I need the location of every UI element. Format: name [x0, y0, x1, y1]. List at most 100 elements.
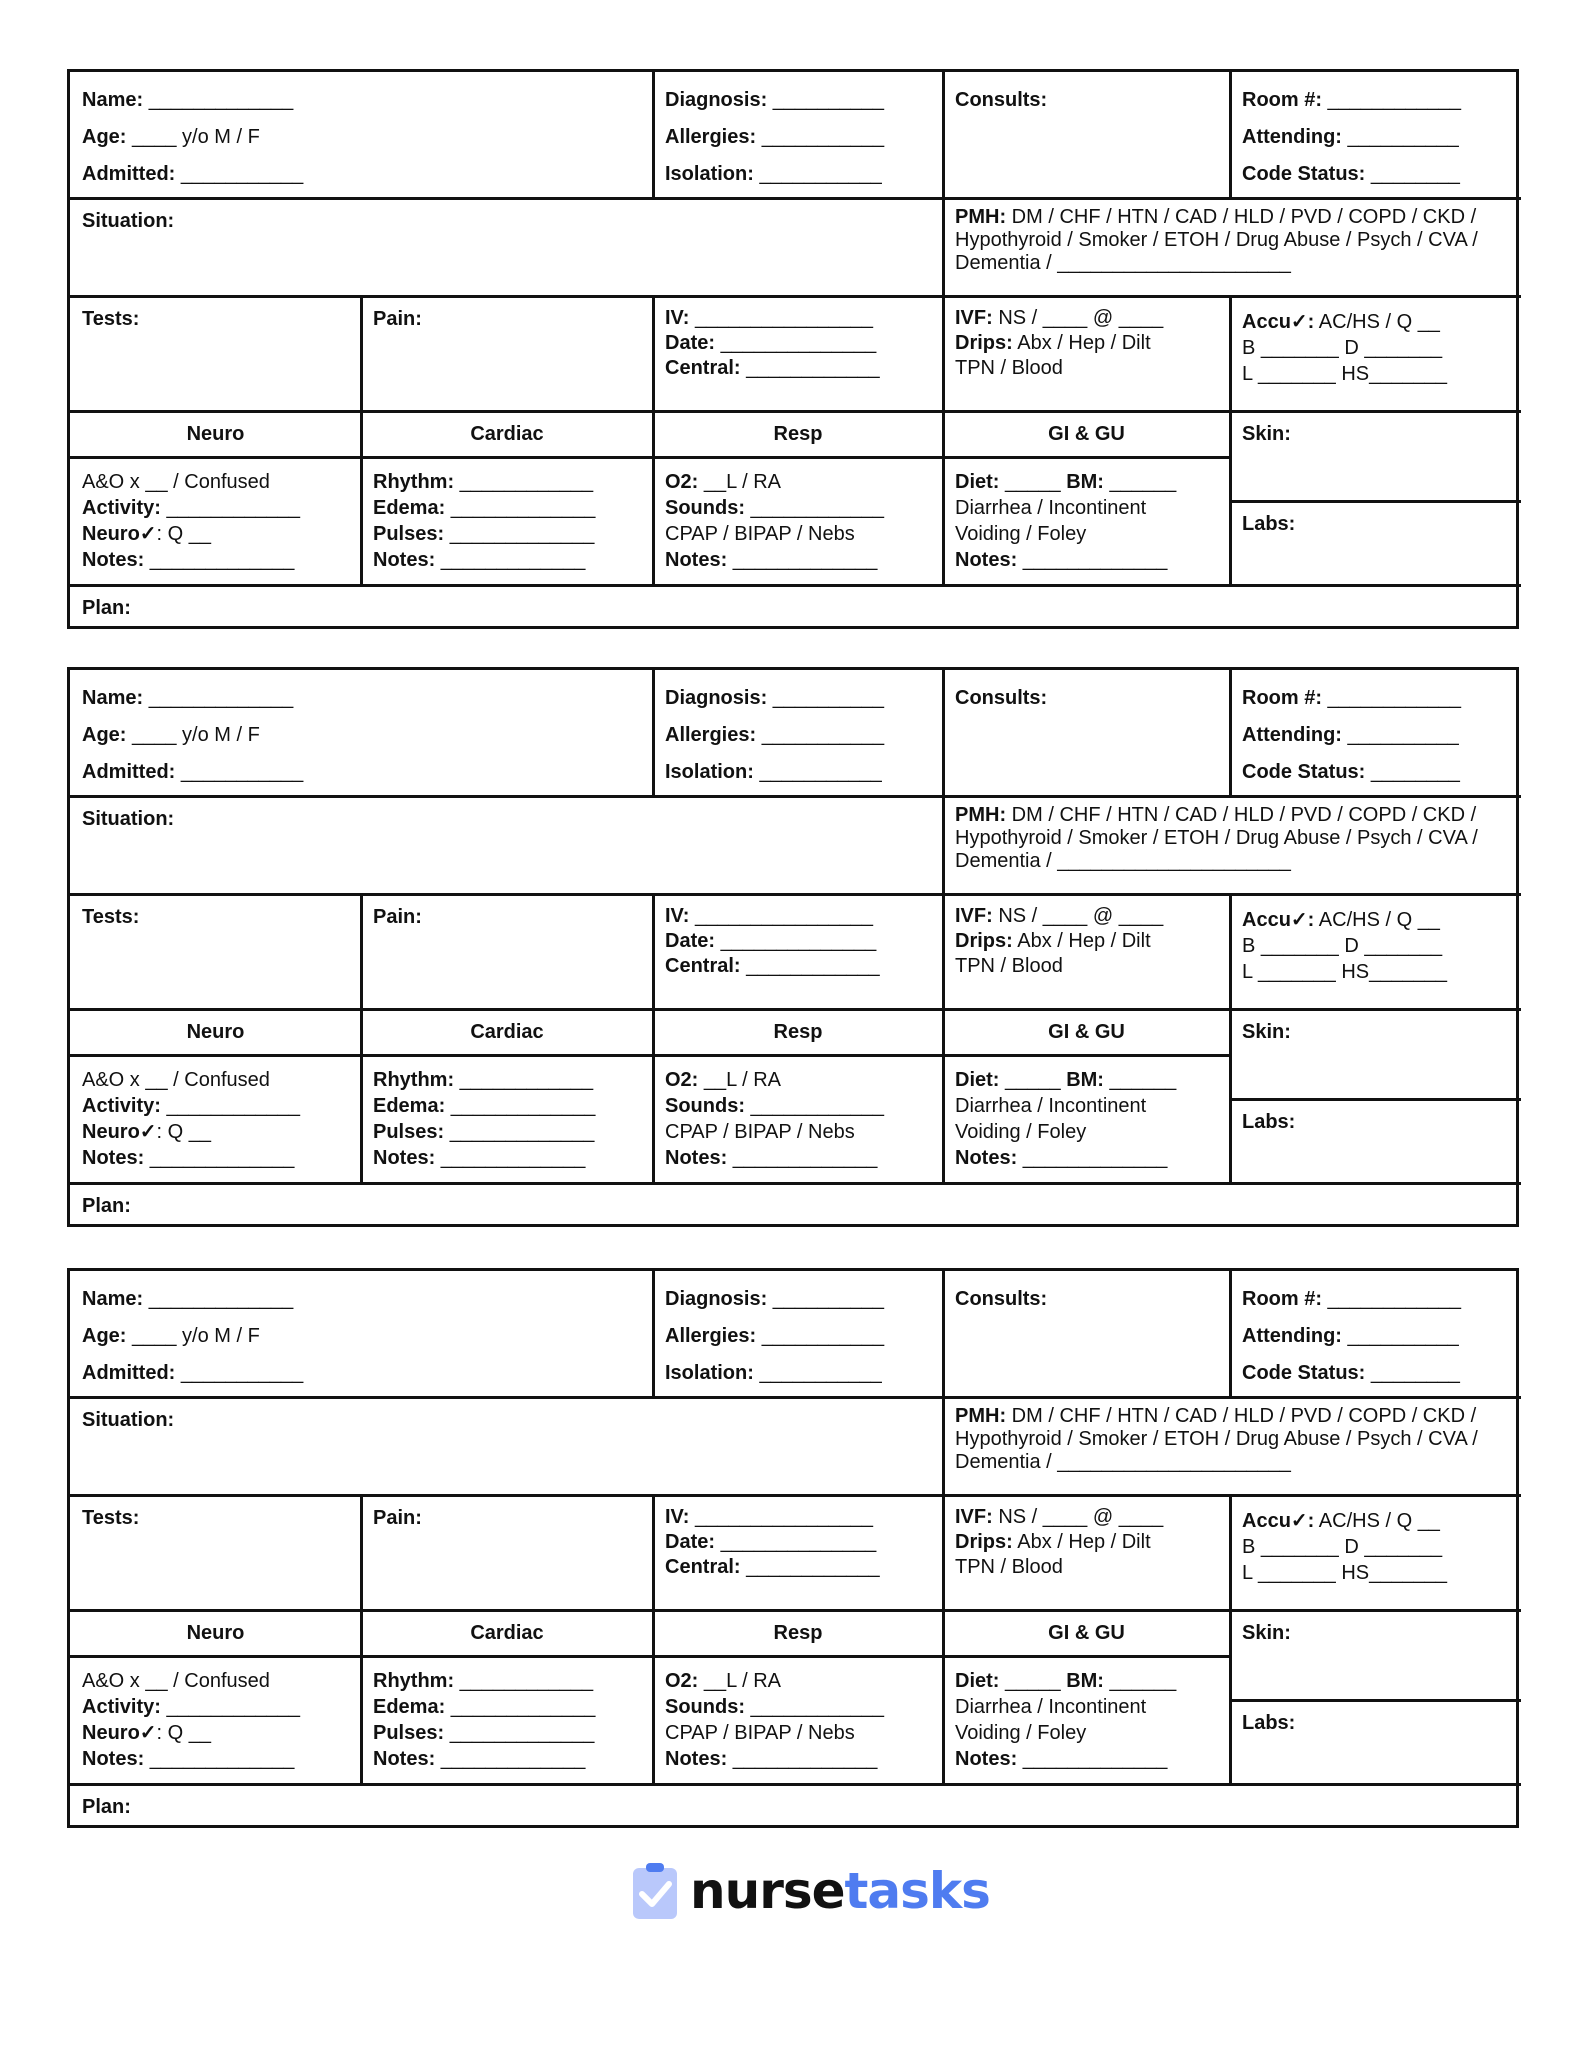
- diagnosis-cell[interactable]: Diagnosis: __________ Allergies: ________…: [653, 670, 943, 796]
- name-age-admitted-cell[interactable]: Name: _____________ Age: ____ y/o M / F Ad…: [70, 670, 653, 796]
- neuro-cell[interactable]: A&O x __ / Confused Activity: ___________…: [70, 457, 361, 585]
- cardiac-cell[interactable]: Rhythm: ____________ Edema: _____________…: [361, 457, 653, 585]
- field-blank: ____________: [740, 1556, 880, 1578]
- system-header-label: Resp: [773, 1622, 823, 1644]
- labs-cell[interactable]: Labs:: [1230, 1700, 1522, 1784]
- resp-cell[interactable]: O2: __L / RA Sounds: ____________ CPAP / B…: [653, 1656, 943, 1784]
- ivf-cell[interactable]: IVF: NS / ____ @ ____ Drips: Abx / Hep / …: [943, 296, 1230, 411]
- pmh-cell[interactable]: PMH: DM / CHF / HTN / CAD / HLD / PVD / …: [943, 198, 1522, 296]
- iv-cell[interactable]: IV: ________________ Date: ______________…: [653, 894, 943, 1009]
- skin-cell[interactable]: Skin:: [1230, 1009, 1522, 1099]
- field-blank: _____________: [143, 1288, 294, 1310]
- consults-cell[interactable]: Consults:: [943, 1271, 1230, 1397]
- tests-cell[interactable]: Tests:: [70, 894, 361, 1009]
- neuro-cell[interactable]: A&O x __ / Confused Activity: ___________…: [70, 1656, 361, 1784]
- field-label: Diagnosis:: [665, 89, 768, 111]
- field-blank: __________: [1341, 724, 1459, 746]
- field-label: Neuro✓: [82, 1722, 157, 1744]
- plan-cell[interactable]: Plan:: [70, 1784, 1522, 1831]
- iv-cell[interactable]: IV: ________________ Date: ______________…: [653, 296, 943, 411]
- situation-label: Situation:: [82, 808, 175, 830]
- field-blank: __________: [767, 687, 885, 709]
- labs-cell[interactable]: Labs:: [1230, 501, 1522, 585]
- resp-cell[interactable]: O2: __L / RA Sounds: ____________ CPAP / B…: [653, 457, 943, 585]
- field-label: PMH:: [955, 804, 1007, 826]
- skin-cell[interactable]: Skin:: [1230, 1610, 1522, 1700]
- divider: [941, 1493, 945, 1783]
- field-blank: __________: [767, 89, 885, 111]
- diagnosis-cell[interactable]: Diagnosis: __________ Allergies: ________…: [653, 72, 943, 198]
- field-blank: : Q __: [156, 1722, 212, 1744]
- situation-cell[interactable]: Situation:: [70, 1397, 943, 1495]
- tests-cell[interactable]: Tests:: [70, 1495, 361, 1610]
- field-blank: ___________: [175, 761, 304, 783]
- field-line: Room #: ____________: [1242, 1281, 1510, 1318]
- gi-gu-cell[interactable]: Diet: _____ BM: ______ Diarrhea / Inconti…: [943, 457, 1230, 585]
- field-blank: __________: [1341, 1325, 1459, 1347]
- room-cell[interactable]: Room #: ____________ Attending: _________…: [1230, 72, 1522, 198]
- field-line: Neuro✓: Q __: [82, 1720, 349, 1746]
- situation-cell[interactable]: Situation:: [70, 796, 943, 894]
- room-cell[interactable]: Room #: ____________ Attending: _________…: [1230, 670, 1522, 796]
- field-line: Name: _____________: [82, 82, 641, 119]
- iv-cell[interactable]: IV: ________________ Date: ______________…: [653, 1495, 943, 1610]
- room-cell[interactable]: Room #: ____________ Attending: _________…: [1230, 1271, 1522, 1397]
- field-label: Central:: [665, 1556, 741, 1578]
- field-line: B _______ D _______: [1242, 1534, 1510, 1560]
- field-label: BM:: [1066, 1670, 1104, 1692]
- field-line: Rhythm: ____________: [373, 1067, 641, 1093]
- divider: [68, 892, 1521, 896]
- name-age-admitted-cell[interactable]: Name: _____________ Age: ____ y/o M / F Ad…: [70, 72, 653, 198]
- field-line: Dementia / _____________________: [955, 1451, 1510, 1474]
- field-label: Diagnosis:: [665, 1288, 768, 1310]
- consults-cell[interactable]: Consults:: [943, 72, 1230, 198]
- divider: [359, 294, 363, 584]
- resp-cell[interactable]: O2: __L / RA Sounds: ____________ CPAP / B…: [653, 1055, 943, 1183]
- ivf-cell[interactable]: IVF: NS / ____ @ ____ Drips: Abx / Hep / …: [943, 1495, 1230, 1610]
- pain-cell[interactable]: Pain:: [361, 1495, 653, 1610]
- ivf-cell[interactable]: IVF: NS / ____ @ ____ Drips: Abx / Hep / …: [943, 894, 1230, 1009]
- field-label: Code Status:: [1242, 1362, 1366, 1384]
- field-label: Notes:: [373, 1748, 436, 1770]
- pain-cell[interactable]: Pain:: [361, 894, 653, 1009]
- field-line: Age: ____ y/o M / F: [82, 1318, 641, 1355]
- system-header-neuro: Neuro: [70, 411, 361, 457]
- field-label: Age:: [82, 1325, 127, 1347]
- accu-check-cell[interactable]: Accu✓: AC/HS / Q __ B _______ D _______ L …: [1230, 894, 1522, 1009]
- situation-cell[interactable]: Situation:: [70, 198, 943, 296]
- cardiac-cell[interactable]: Rhythm: ____________ Edema: _____________…: [361, 1055, 653, 1183]
- field-label: IVF:: [955, 307, 993, 329]
- divider: [941, 1269, 945, 1396]
- plan-cell[interactable]: Plan:: [70, 585, 1522, 632]
- cardiac-cell[interactable]: Rhythm: ____________ Edema: _____________…: [361, 1656, 653, 1784]
- accu-check-cell[interactable]: Accu✓: AC/HS / Q __ B _______ D _______ L …: [1230, 1495, 1522, 1610]
- pain-cell[interactable]: Pain:: [361, 296, 653, 411]
- gi-gu-cell[interactable]: Diet: _____ BM: ______ Diarrhea / Inconti…: [943, 1656, 1230, 1784]
- field-line: Attending: __________: [1242, 119, 1510, 156]
- field-blank: ____________: [160, 497, 300, 519]
- system-header-label: Neuro: [186, 423, 245, 445]
- tests-cell[interactable]: Tests:: [70, 296, 361, 411]
- field-label: Diagnosis:: [665, 687, 768, 709]
- field-blank: AC/HS / Q __: [1314, 909, 1440, 931]
- divider: [68, 1395, 1521, 1399]
- field-line: Notes: _____________: [82, 1145, 349, 1171]
- field-line: Notes: _____________: [955, 547, 1218, 573]
- pmh-cell[interactable]: PMH: DM / CHF / HTN / CAD / HLD / PVD / …: [943, 1397, 1522, 1495]
- labs-cell[interactable]: Labs:: [1230, 1099, 1522, 1183]
- diagnosis-cell[interactable]: Diagnosis: __________ Allergies: ________…: [653, 1271, 943, 1397]
- field-line: B _______ D _______: [1242, 335, 1510, 361]
- consults-cell[interactable]: Consults:: [943, 670, 1230, 796]
- neuro-cell[interactable]: A&O x __ / Confused Activity: ___________…: [70, 1055, 361, 1183]
- plan-cell[interactable]: Plan:: [70, 1183, 1522, 1230]
- field-label: Notes:: [665, 1147, 728, 1169]
- accu-check-cell[interactable]: Accu✓: AC/HS / Q __ B _______ D _______ L …: [1230, 296, 1522, 411]
- field-label: Notes:: [373, 1147, 436, 1169]
- gi-gu-cell[interactable]: Diet: _____ BM: ______ Diarrhea / Inconti…: [943, 1055, 1230, 1183]
- skin-cell[interactable]: Skin:: [1230, 411, 1522, 501]
- field-label: Notes:: [665, 549, 728, 571]
- field-label: PMH:: [955, 206, 1007, 228]
- name-age-admitted-cell[interactable]: Name: _____________ Age: ____ y/o M / F Ad…: [70, 1271, 653, 1397]
- pmh-cell[interactable]: PMH: DM / CHF / HTN / CAD / HLD / PVD / …: [943, 796, 1522, 894]
- field-line: L _______ HS_______: [1242, 361, 1510, 387]
